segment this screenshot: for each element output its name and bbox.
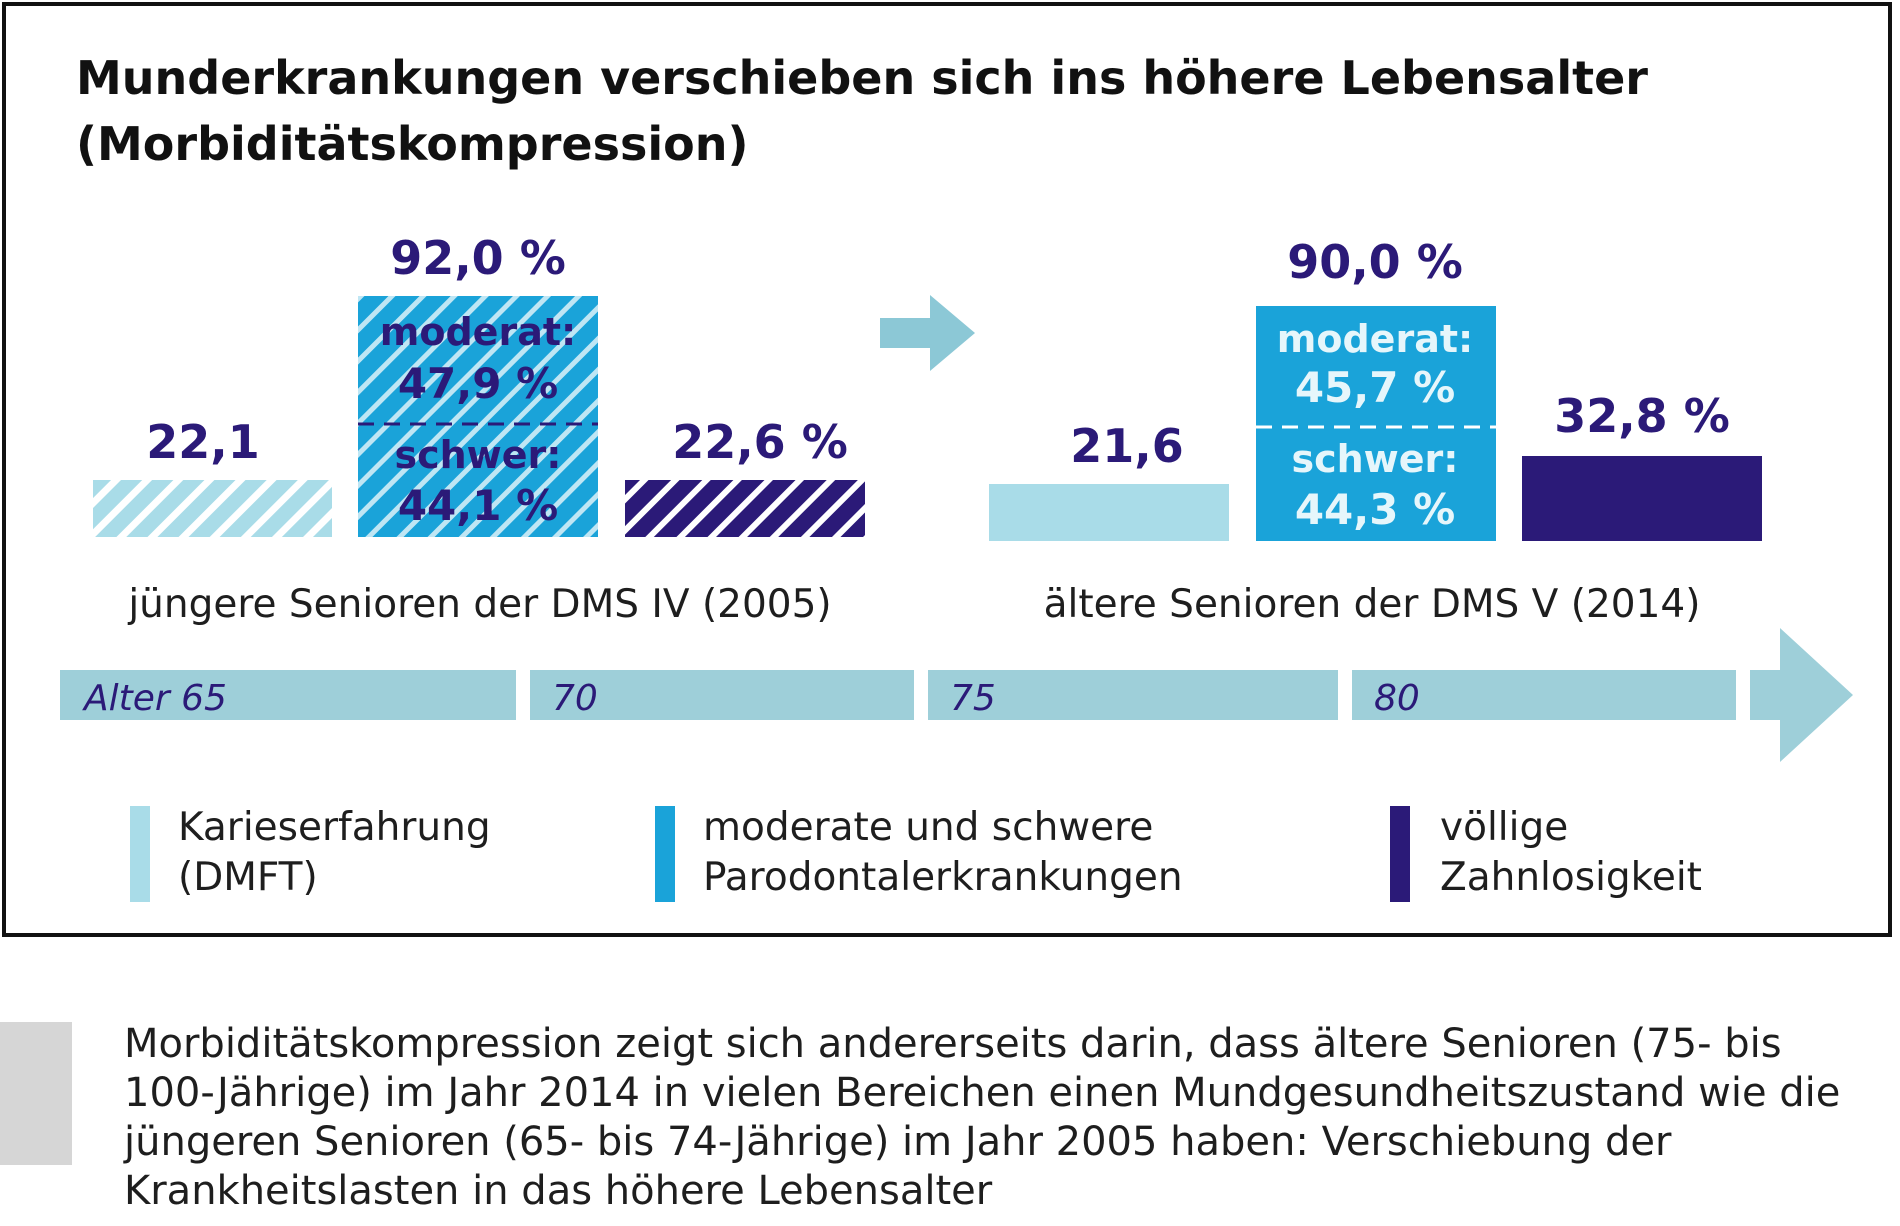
perio-2005-moderate-value: 47,9 % [398,359,558,408]
legend-item-perio: moderate und schwere Parodontalerkrankun… [655,805,1183,902]
group-2014: 21,6 90,0 % moderat: 45,7 % schwer: 44,3… [989,235,1762,541]
perio-2014-bar [1256,306,1496,541]
legend-caries-line2: (DMFT) [178,855,318,900]
perio-2005-severe-value: 44,1 % [398,481,558,530]
caries-2005-bar [93,480,332,537]
legend-item-edentulous: völlige Zahnlosigkeit [1390,805,1702,902]
legend-swatch-perio [655,806,675,902]
legend-swatch-caries [130,806,150,902]
perio-2005-severe-label: schwer: [394,433,561,477]
age-axis: Alter 65 70 75 80 [60,628,1853,762]
group-2005-label: jüngere Senioren der DMS IV (2005) [127,582,831,627]
age-axis-arrow-icon [1750,628,1853,762]
legend-item-caries: Karieserfahrung (DMFT) [130,805,491,902]
legend: Karieserfahrung (DMFT) moderate und schw… [130,805,1702,902]
group-2005: 22,1 92,0 % moderat: 47,9 % schwer: 44,1… [93,231,865,537]
edentulous-2014-bar [1522,456,1762,541]
legend-edentulous-line1: völlige [1440,805,1568,850]
perio-2005-total-label: 92,0 % [390,231,566,285]
caption-text: Morbiditätskompression zeigt sich andere… [124,1021,1841,1214]
chart-title: Munderkrankungen verschieben sich ins hö… [76,51,1648,105]
caries-2014-label: 21,6 [1070,419,1184,473]
perio-2014-total-label: 90,0 % [1287,235,1463,289]
edentulous-2014-label: 32,8 % [1554,389,1730,443]
age-band-70 [530,670,914,720]
edentulous-2005-label: 22,6 % [672,415,848,469]
age-band-75 [928,670,1338,720]
chart-figure: Munderkrankungen verschieben sich ins hö… [60,51,1853,902]
perio-2005-bar [358,296,598,537]
legend-edentulous-line2: Zahnlosigkeit [1440,855,1702,900]
legend-caries-line1: Karieserfahrung [178,805,491,850]
edentulous-2005-bar [625,480,865,537]
perio-2014-severe-value: 44,3 % [1295,485,1455,534]
caries-2014-bar [989,484,1229,541]
age-tick-80: 80 [1374,678,1420,719]
perio-2014-moderate-value: 45,7 % [1295,363,1455,412]
perio-2014-moderate-label: moderat: [1277,317,1473,361]
legend-swatch-edentulous [1390,806,1410,902]
age-tick-65: Alter 65 [82,678,227,719]
shift-arrow-icon [880,295,975,371]
legend-perio-line1: moderate und schwere [703,805,1153,850]
age-tick-75: 75 [950,678,996,719]
caption-sidebar [0,1022,72,1165]
age-band-65 [60,670,516,720]
group-2014-label: ältere Senioren der DMS V (2014) [1044,582,1701,627]
age-band-80 [1352,670,1736,720]
perio-2014-severe-label: schwer: [1291,437,1458,481]
chart-subtitle: (Morbiditätskompression) [76,117,748,171]
caries-2005-label: 22,1 [146,415,260,469]
perio-2005-moderate-label: moderat: [380,310,576,354]
legend-perio-line2: Parodontalerkrankungen [703,855,1183,900]
age-tick-70: 70 [552,678,598,719]
